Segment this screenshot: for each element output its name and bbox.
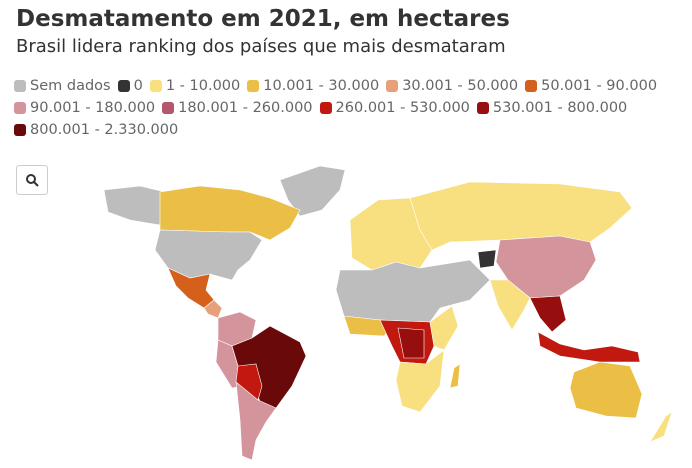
region — [279, 165, 346, 217]
region — [649, 411, 673, 443]
region — [349, 197, 433, 271]
legend-swatch — [14, 79, 26, 92]
legend-label: 180.001 - 260.000 — [178, 99, 313, 116]
legend-swatch — [162, 101, 175, 114]
legend-item[interactable]: 30.001 - 50.000 — [386, 76, 518, 95]
legend-swatch — [525, 79, 538, 92]
region — [495, 235, 597, 299]
legend-swatch — [247, 79, 260, 92]
legend-label: 530.001 - 800.000 — [492, 99, 628, 116]
region — [103, 185, 166, 226]
legend-item[interactable]: 90.001 - 180.000 — [14, 98, 155, 117]
legend-label: 90.001 - 180.000 — [30, 99, 156, 116]
legend-item[interactable]: 1 - 10.000 — [149, 76, 241, 95]
legend-item[interactable]: 800.001 - 2.330.000 — [14, 120, 178, 139]
legend-label: 1 - 10.000 — [165, 77, 241, 94]
legend-swatch — [386, 79, 399, 92]
region — [537, 331, 641, 363]
legend-label: 30.001 - 50.000 — [402, 77, 519, 94]
legend-item[interactable]: 10.001 - 30.000 — [247, 76, 379, 95]
legend-swatch — [319, 101, 332, 114]
legend-item[interactable]: 260.001 - 530.000 — [319, 98, 470, 117]
legend-item[interactable]: 50.001 - 90.000 — [525, 76, 657, 95]
legend-swatch — [149, 79, 162, 92]
region — [397, 327, 425, 359]
legend-item[interactable]: 0 — [117, 76, 143, 95]
region — [569, 361, 643, 419]
region — [203, 299, 223, 319]
region — [395, 349, 445, 413]
legend: Sem dados 0 1 - 10.000 10.001 - 30.000 30.00… — [14, 76, 684, 139]
legend-label: 50.001 - 90.000 — [541, 77, 658, 94]
legend-item[interactable]: Sem dados — [14, 76, 111, 95]
region — [489, 279, 531, 331]
search-button[interactable] — [16, 165, 48, 195]
legend-swatch — [117, 79, 130, 92]
region — [429, 305, 459, 351]
world-map — [103, 165, 673, 461]
region — [449, 363, 461, 389]
search-icon — [26, 174, 39, 187]
legend-swatch — [14, 101, 26, 114]
legend-item[interactable]: 530.001 - 800.000 — [476, 98, 628, 117]
subtitle: Brasil lidera ranking dos países que mai… — [16, 36, 506, 57]
legend-item[interactable]: 180.001 - 260.000 — [162, 98, 313, 117]
legend-label: 260.001 - 530.000 — [335, 99, 470, 116]
legend-swatch — [14, 123, 26, 136]
legend-swatch — [476, 101, 489, 114]
region — [335, 259, 491, 323]
legend-label: 0 — [133, 77, 143, 94]
title: Desmatamento em 2021, em hectares — [16, 6, 510, 32]
legend-label: 10.001 - 30.000 — [263, 77, 380, 94]
region — [477, 249, 497, 269]
legend-label: 800.001 - 2.330.000 — [30, 121, 179, 138]
region — [529, 295, 567, 333]
legend-label: Sem dados — [30, 77, 111, 94]
region — [235, 381, 277, 461]
region — [154, 229, 263, 281]
